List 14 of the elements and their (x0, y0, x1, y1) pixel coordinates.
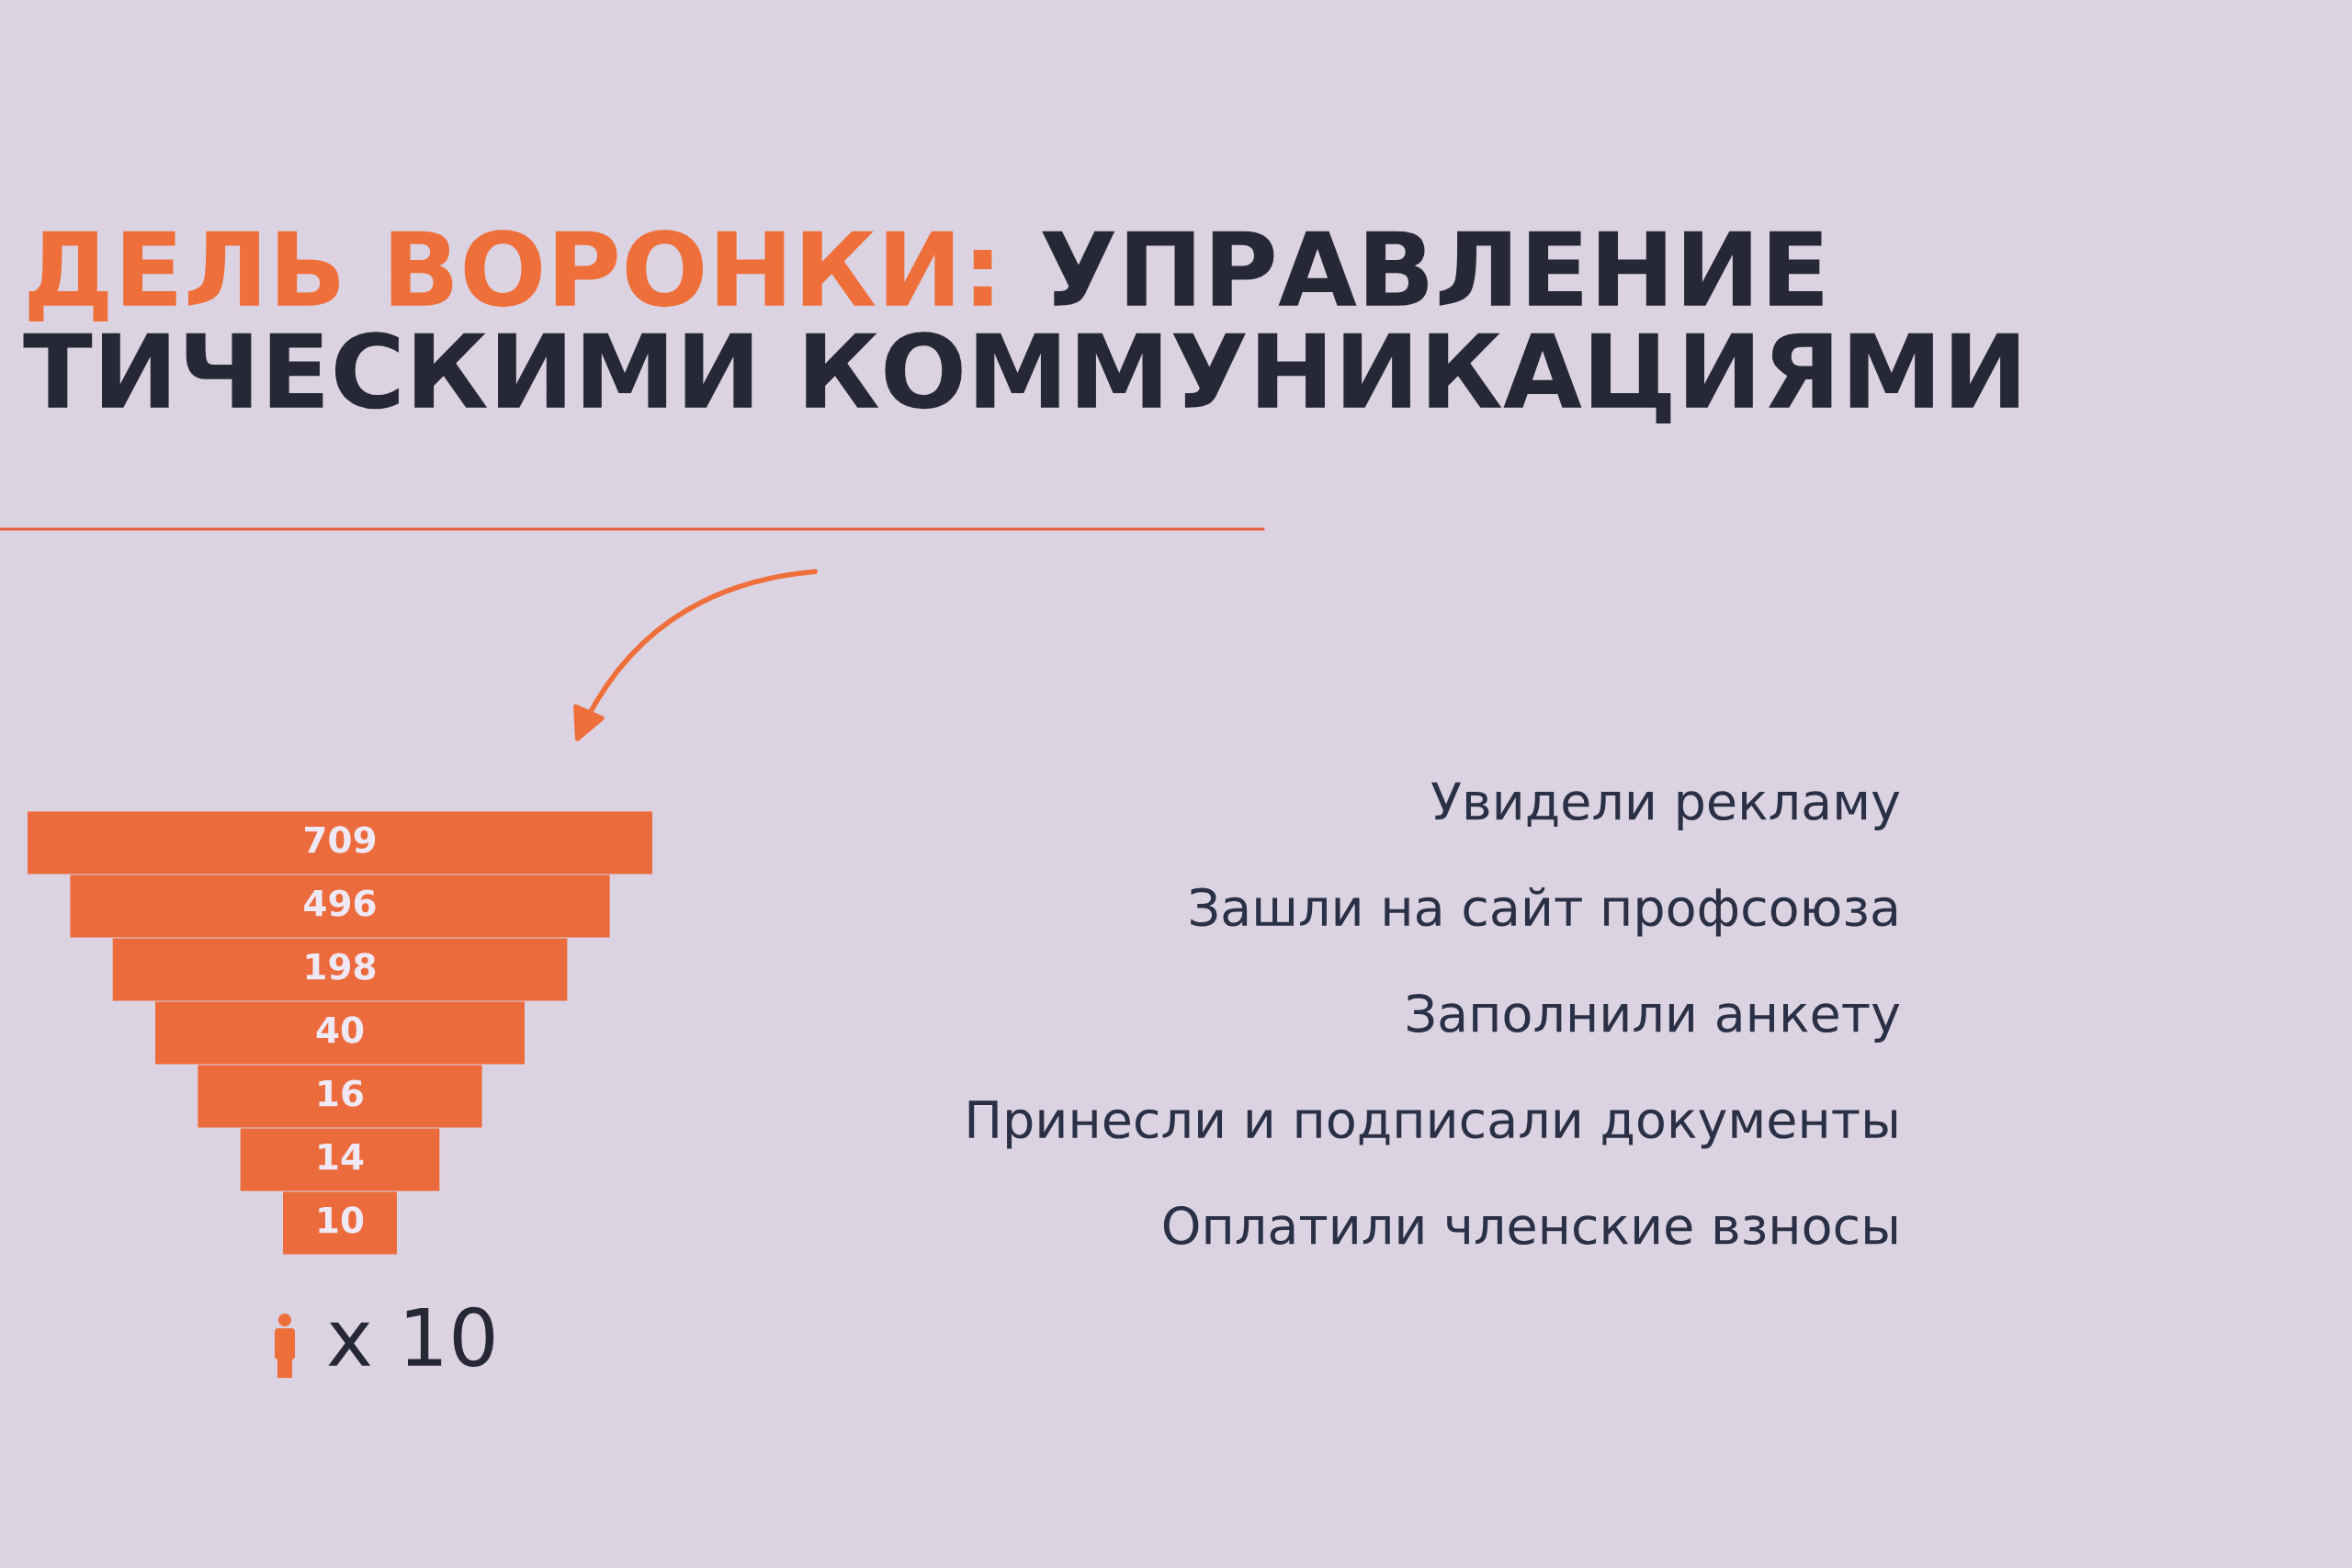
text: Оплатили членские взносы (1163, 1206, 1897, 1246)
data-label: 14 (319, 1143, 364, 1170)
data-label: 198 (306, 953, 376, 980)
text: Принесли и подписали документы (968, 1100, 1897, 1149)
data-label: 496 (304, 889, 376, 917)
data-label: 16 (319, 1079, 363, 1107)
data-label: 709 (305, 826, 376, 853)
text: ДЕЛЬ ВОРОНКИ: УПРАВЛЕНИЕ ТИЧЕСКИМИ КОММУНИКАЦИЯМИ (23, 230, 2018, 424)
text: Увидели рекламу (1431, 782, 1900, 830)
data-label: 10 (319, 1206, 364, 1234)
data-label: 40 (316, 1016, 364, 1043)
text: Заполнили анкету (1408, 994, 1900, 1043)
text: Зашли на сайт профсоюза (1191, 886, 1896, 937)
text: x 10 (328, 1306, 494, 1367)
